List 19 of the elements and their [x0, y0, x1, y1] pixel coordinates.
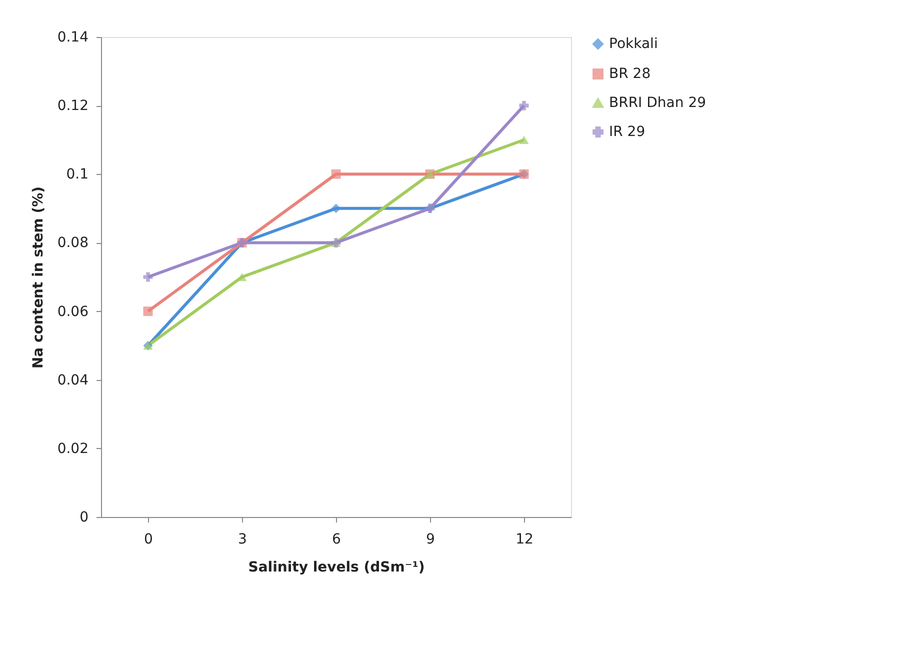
legend-label: Pokkali — [609, 36, 658, 52]
legend-label: BR 28 — [609, 66, 651, 82]
y-tick-label: 0.12 — [57, 98, 88, 114]
x-tick-label: 0 — [144, 532, 153, 548]
legend-label: BRRI Dhan 29 — [609, 95, 706, 111]
y-tick-label: 0.1 — [66, 166, 88, 183]
y-tick-label: 0.02 — [57, 440, 88, 457]
x-tick-label: 6 — [332, 532, 342, 548]
x-tick-label: 3 — [238, 532, 247, 548]
y-tick-label: 0.08 — [57, 235, 88, 252]
y-tick-label: 0 — [80, 510, 88, 526]
x-tick-label: 12 — [516, 532, 534, 548]
y-tick-label: 0.06 — [57, 304, 89, 320]
y-tick-label: 0.14 — [57, 30, 89, 46]
legend-label: IR 29 — [609, 124, 646, 140]
y-axis-title: Na content in stem (%) — [30, 186, 46, 369]
y-tick-label: 0.04 — [57, 372, 89, 388]
x-tick-label: 9 — [426, 532, 435, 548]
x-axis-title: Salinity levels (dSm⁻¹) — [248, 560, 425, 576]
